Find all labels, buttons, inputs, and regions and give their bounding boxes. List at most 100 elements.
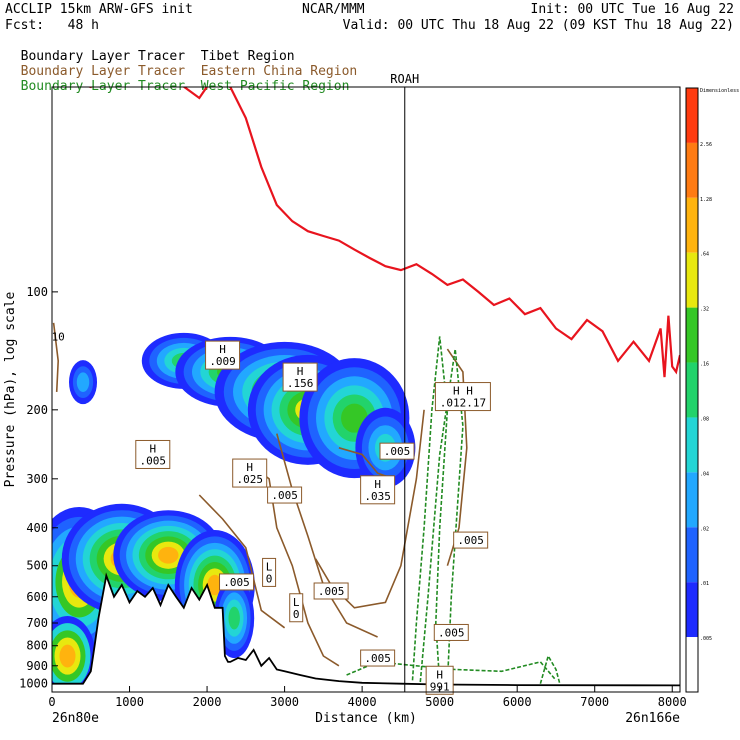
west-pacific-contour — [411, 336, 449, 684]
left-endpoint-label: 26n80e — [52, 711, 99, 726]
y-tick-label: 500 — [26, 559, 48, 573]
contour-label-text: .005 — [438, 626, 465, 639]
valid-time: Valid: 00 UTC Thu 18 Aug 22 (09 KST Thu … — [342, 18, 734, 33]
y-tick-label: 700 — [26, 616, 48, 630]
contour-label-text: 0 — [266, 572, 273, 585]
field-eastern-china: Boundary Layer Tracer Eastern China Regi… — [5, 51, 358, 79]
x-tick-label: 7000 — [580, 695, 609, 709]
field-name: Boundary Layer Tracer — [20, 49, 186, 64]
west-pacific-contour — [419, 348, 464, 684]
contour-label: L0 — [262, 557, 277, 587]
x-tick-label: 5000 — [425, 695, 454, 709]
colorbar-level-label: .64 — [700, 252, 709, 258]
shading-blob — [228, 606, 240, 630]
contour-label-text: .012.17 — [440, 397, 486, 410]
contour-label-text: .005 — [364, 652, 391, 665]
colorbar-level-label: .01 — [700, 581, 709, 587]
tracer-shading — [52, 332, 680, 692]
contour-label-box — [282, 362, 318, 392]
y-tick-label: 900 — [26, 659, 48, 673]
terrain-mask — [52, 575, 680, 692]
contour-label-text: .005 — [140, 454, 167, 467]
colorbar-level-label: .08 — [700, 416, 709, 422]
station-label: ROAH — [390, 72, 419, 86]
field-name: Boundary Layer Tracer — [20, 64, 186, 79]
contour-label-box — [135, 439, 171, 469]
contour-label: .005 — [267, 486, 303, 504]
eastern-china-contour — [52, 322, 60, 392]
forecast-hour: Fcst: 48 h — [5, 18, 99, 33]
contour-label-text: H — [297, 365, 304, 378]
contour-label-box — [289, 593, 304, 623]
colorbar-swatch — [686, 197, 698, 253]
colorbar-frame — [685, 87, 699, 693]
contour-label: .005 — [219, 573, 255, 591]
x-tick-label: 3000 — [270, 695, 299, 709]
eastern-china-contour — [198, 494, 286, 629]
colorbar-level-label: 1.28 — [700, 197, 712, 203]
contour-label: 10 — [52, 331, 65, 344]
y-tick-label: 800 — [26, 639, 48, 653]
contour-label-box — [262, 557, 277, 587]
init-time: Init: 00 UTC Tue 16 Aug 22 — [530, 2, 735, 17]
shading-blob — [207, 574, 223, 596]
contour-label-text: H — [374, 478, 381, 491]
contour-label: .005 — [433, 623, 469, 641]
contour-label-text: L — [293, 596, 300, 609]
colorbar-swatch — [686, 527, 698, 583]
colorbar-swatch — [686, 582, 698, 638]
eastern-china-contour — [276, 433, 378, 638]
field-region: Tibet Region — [200, 49, 295, 64]
x-tick-label: 0 — [48, 695, 55, 709]
red-profile-line — [86, 87, 680, 378]
contour-label-text: H H — [453, 385, 473, 398]
contour-label-text: L — [266, 560, 273, 573]
contour-label-box — [219, 573, 255, 591]
model-title: ACCLIP 15km ARW-GFS init — [5, 2, 193, 17]
shading-blob — [76, 372, 90, 392]
colorbar-unit-label: Dimensionless — [700, 88, 739, 94]
axes: 0 1000 2000 3000 4000 5000 6000 7000 80001002003… — [3, 72, 687, 726]
y-tick-label: 300 — [26, 472, 48, 486]
contour-label: .005 — [360, 649, 396, 667]
right-endpoint-label: 26n166e — [625, 711, 680, 726]
contour-label: .005 — [453, 531, 489, 549]
x-tick-label: 6000 — [503, 695, 532, 709]
contour-label-text: .005 — [457, 534, 484, 547]
field-region: Eastern China Region — [200, 64, 358, 79]
colorbar-swatch — [686, 88, 698, 143]
contour-label: .005 — [379, 442, 415, 460]
contour-label: H.035 — [360, 475, 396, 505]
center-label: NCAR/MMM — [302, 2, 365, 17]
contour-label: H H.012.17 — [434, 382, 491, 412]
colorbar-swatch — [686, 252, 698, 308]
contour-label-box — [267, 486, 303, 504]
y-tick-label: 600 — [26, 590, 48, 604]
contour-label-box — [313, 582, 349, 600]
colorbar-level-label: 2.56 — [700, 142, 712, 148]
x-tick-label: 2000 — [193, 695, 222, 709]
colorbar-level-label: .02 — [700, 526, 709, 532]
x-tick-label: 8000 — [658, 695, 687, 709]
contour-label-box — [433, 623, 469, 641]
contour-label-text: H — [246, 461, 253, 474]
contour-label-text: .156 — [287, 377, 314, 390]
contour-label-text: H — [219, 343, 226, 356]
contour-label-text: 10 — [52, 331, 65, 344]
colorbar: .005 .01 .02 .04 .08 .16 .32 .64 1.28 2.56 Dimensi… — [685, 87, 739, 693]
contour-label: .005 — [313, 582, 349, 600]
x-tick-label: 1000 — [115, 695, 144, 709]
contour-label-box — [434, 382, 491, 412]
colorbar-level-label: .04 — [700, 471, 709, 477]
colorbar-level-label: .32 — [700, 307, 709, 313]
y-tick-label: 200 — [26, 403, 48, 417]
contour-label: L0 — [289, 593, 304, 623]
contour-label-text: .005 — [223, 576, 250, 589]
shading-blob — [158, 546, 179, 564]
contour-label-box — [360, 475, 396, 505]
contour-label-box — [205, 340, 241, 370]
contour-label-box — [453, 531, 489, 549]
contour-label-text: .009 — [209, 355, 236, 368]
